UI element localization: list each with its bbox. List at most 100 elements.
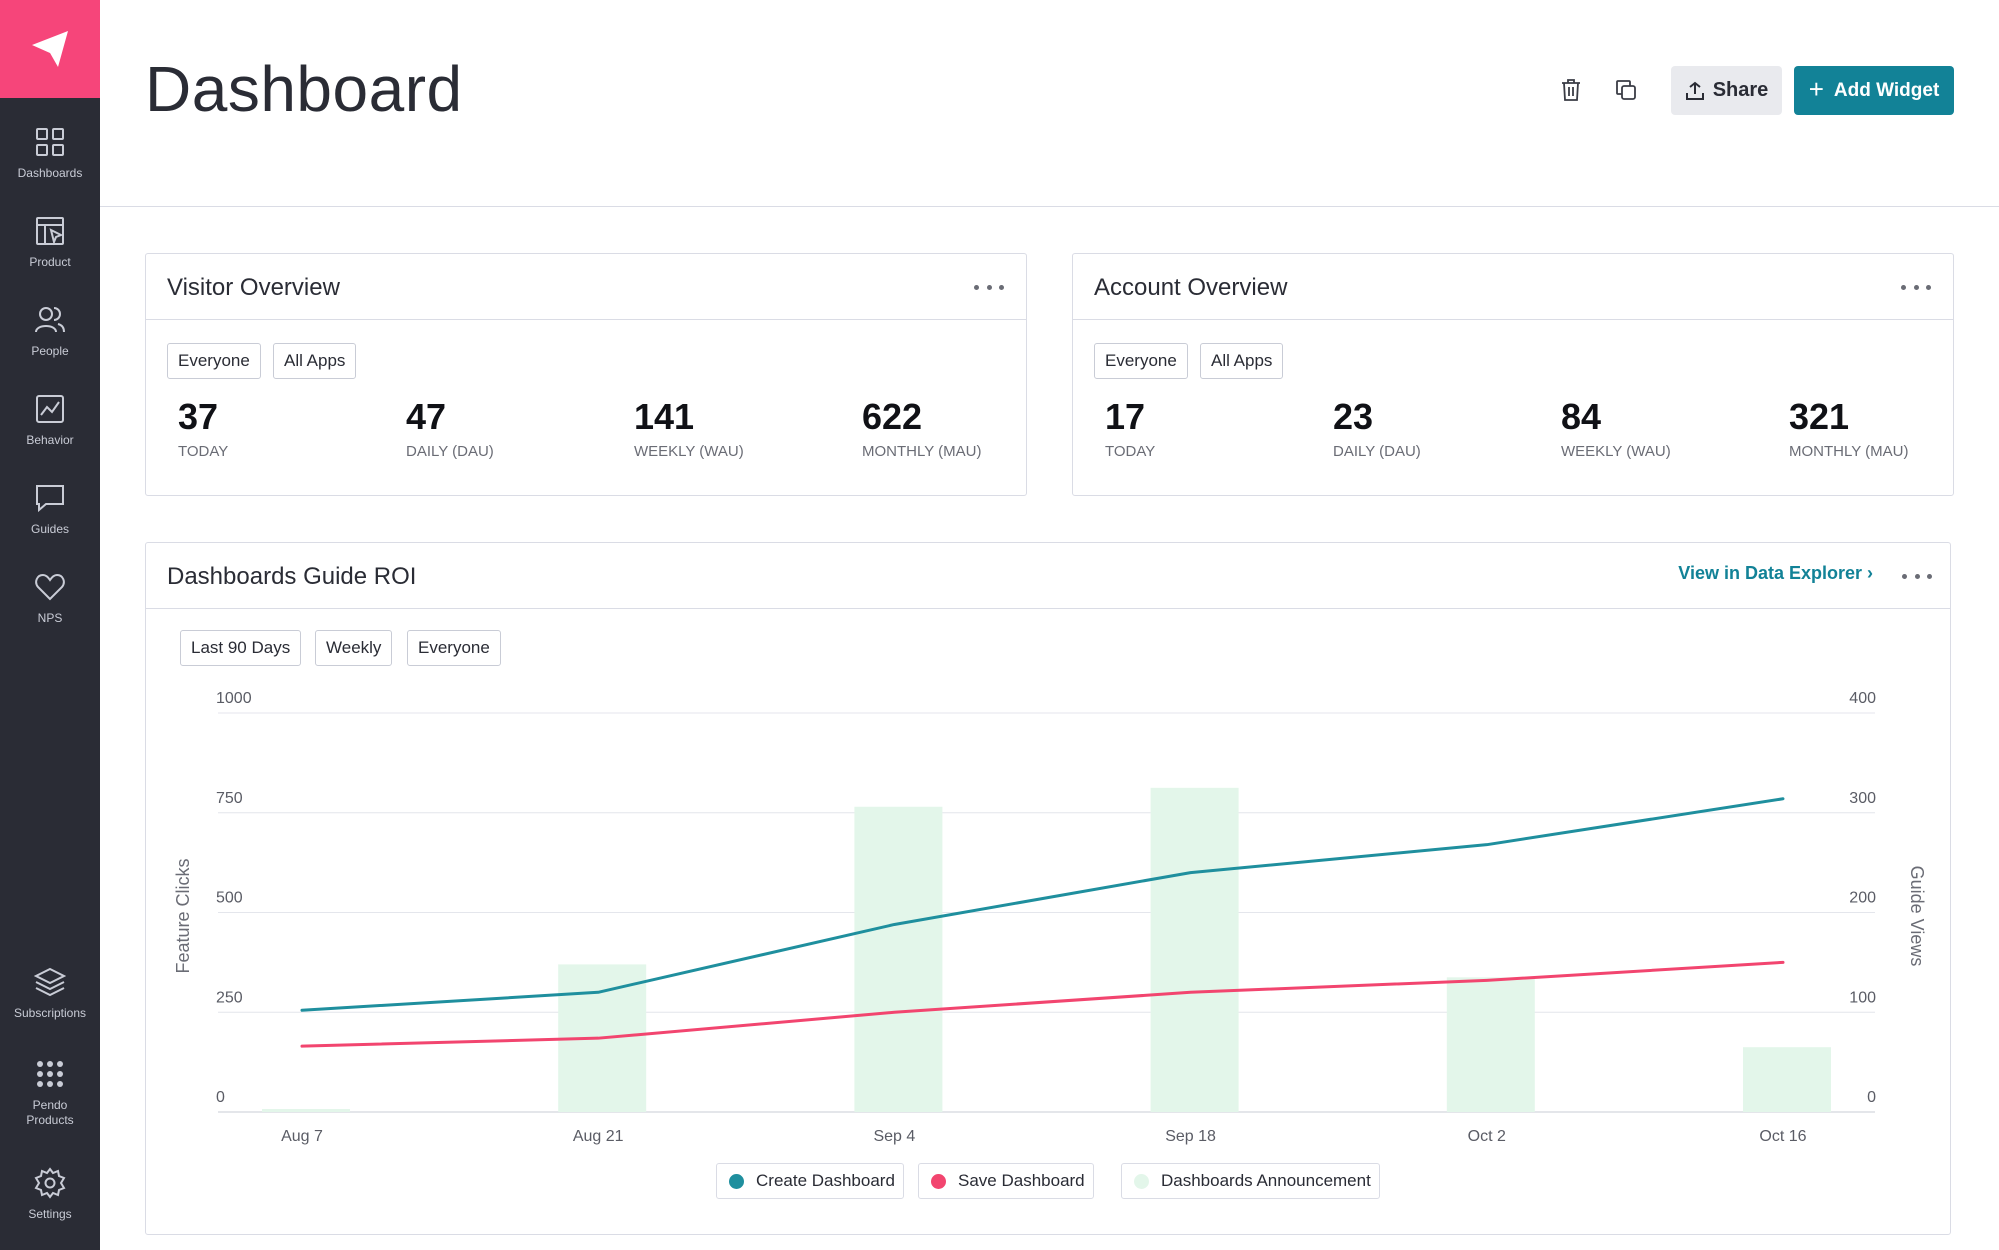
y2-tick-label: 200 xyxy=(1849,890,1876,907)
more-options-button[interactable] xyxy=(974,276,1004,298)
app-filter[interactable]: All Apps xyxy=(1200,343,1284,379)
y-tick-label: 750 xyxy=(216,790,243,807)
sidebar-item-label: Behavior xyxy=(26,432,74,447)
interval-filter[interactable]: Weekly xyxy=(315,630,393,666)
metric-value: 84 xyxy=(1561,396,1602,437)
delete-button[interactable] xyxy=(1549,68,1593,112)
people-icon xyxy=(32,302,68,338)
duplicate-button[interactable] xyxy=(1604,68,1648,112)
metric-wau: 84 WEEKLY (WAU) xyxy=(1561,396,1671,461)
x-tick-label: Oct 16 xyxy=(1759,1128,1806,1145)
share-label: Share xyxy=(1712,79,1769,101)
sidebar-item-label: NPS xyxy=(37,610,63,625)
sidebar-item-subscriptions[interactable]: Subscriptions xyxy=(0,952,100,1032)
logo-icon xyxy=(32,31,68,67)
metric-value: 17 xyxy=(1105,396,1146,437)
legend-swatch xyxy=(931,1173,946,1189)
dot-icon xyxy=(1927,573,1932,579)
metric-dau: 47 DAILY (DAU) xyxy=(406,396,494,461)
x-tick-label: Sep 18 xyxy=(1165,1128,1216,1145)
pendo-logo[interactable] xyxy=(0,0,100,98)
message-icon xyxy=(32,480,68,516)
page-header: Dashboard Share + Add Widget xyxy=(100,0,1999,207)
metric-label: MONTHLY (MAU) xyxy=(1789,443,1909,460)
copy-icon xyxy=(1616,80,1636,100)
y2-tick-label: 400 xyxy=(1849,690,1876,707)
metric-mau: 622 MONTHLY (MAU) xyxy=(862,396,982,461)
metric-label: WEEKLY (WAU) xyxy=(1561,443,1671,460)
dot-icon xyxy=(999,284,1004,290)
metric-value: 37 xyxy=(178,396,219,437)
legend-create-dashboard[interactable]: Create Dashboard xyxy=(716,1163,904,1199)
visitor-overview-card: Visitor Overview Everyone All Apps 37 TO… xyxy=(145,253,1027,496)
chart-gridlines xyxy=(218,712,1875,1113)
legend-swatch xyxy=(1134,1173,1149,1189)
y2-tick-label: 300 xyxy=(1849,790,1876,807)
sidebar-item-label: Guides xyxy=(30,521,70,536)
sidebar: Dashboards Product People xyxy=(0,0,100,1250)
sidebar-item-product[interactable]: Product xyxy=(0,201,100,281)
dot-icon xyxy=(986,284,992,290)
sidebar-item-behavior[interactable]: Behavior xyxy=(0,379,100,459)
sidebar-item-label: Dashboards xyxy=(17,165,83,180)
metric-value: 622 xyxy=(862,396,923,437)
sidebar-item-pendo-products[interactable]: Pendo Products xyxy=(0,1048,100,1136)
upload-icon xyxy=(1685,81,1704,100)
share-button[interactable]: Share xyxy=(1671,66,1782,115)
dot-icon xyxy=(1901,284,1906,290)
y-axis-title: Feature Clicks xyxy=(173,858,193,973)
metric-value: 321 xyxy=(1789,396,1850,437)
sidebar-item-nps[interactable]: NPS xyxy=(0,557,100,637)
bar-dashboards-announcement xyxy=(854,806,943,1112)
legend-label: Save Dashboard xyxy=(958,1171,1085,1190)
y-tick-label: 250 xyxy=(216,989,243,1006)
add-widget-button[interactable]: + Add Widget xyxy=(1794,66,1954,115)
bar-dashboards-announcement xyxy=(1743,1047,1831,1112)
sidebar-item-settings[interactable]: Settings xyxy=(0,1153,100,1233)
sidebar-item-label: People xyxy=(31,343,69,358)
add-widget-label: Add Widget xyxy=(1833,79,1940,101)
legend-label: Create Dashboard xyxy=(756,1171,895,1190)
segment-filter[interactable]: Everyone xyxy=(1094,343,1188,379)
x-tick-label: Sep 4 xyxy=(873,1128,915,1145)
view-in-data-explorer-link[interactable]: View in Data Explorer › xyxy=(1678,563,1873,583)
metric-value: 23 xyxy=(1333,396,1374,437)
y2-axis-title: Guide Views xyxy=(1907,866,1927,967)
sidebar-item-label: Product xyxy=(29,254,71,269)
app-filter[interactable]: All Apps xyxy=(273,343,357,379)
card-title: Account Overview xyxy=(1094,274,1288,301)
metric-label: MONTHLY (MAU) xyxy=(862,443,982,460)
metric-value: 47 xyxy=(406,396,447,437)
segment-filter[interactable]: Everyone xyxy=(167,343,261,379)
sidebar-item-label: Settings xyxy=(28,1206,72,1221)
plus-icon: + xyxy=(1808,73,1824,104)
gear-icon xyxy=(32,1165,68,1201)
segment-filter[interactable]: Everyone xyxy=(407,630,501,666)
legend-save-dashboard[interactable]: Save Dashboard xyxy=(918,1163,1094,1199)
legend-dashboards-announcement[interactable]: Dashboards Announcement xyxy=(1121,1163,1380,1199)
date-range-filter[interactable]: Last 90 Days xyxy=(180,630,302,666)
dots-grid-icon xyxy=(32,1056,68,1092)
metric-label: DAILY (DAU) xyxy=(406,443,494,460)
metric-today: 37 TODAY xyxy=(178,396,229,461)
chart-labels: 0 250 500 750 1000 0 100 200 300 400 Aug 7 Aug 21 Se… xyxy=(173,690,1927,1145)
sidebar-item-dashboards[interactable]: Dashboards xyxy=(0,112,100,192)
chart-icon xyxy=(32,391,68,427)
metric-label: TODAY xyxy=(178,443,229,460)
heart-icon xyxy=(32,569,68,605)
page-title: Dashboard xyxy=(145,53,463,125)
trash-icon xyxy=(1562,79,1580,101)
chart-bars xyxy=(262,787,1831,1112)
sidebar-item-guides[interactable]: Guides xyxy=(0,468,100,548)
metric-dau: 23 DAILY (DAU) xyxy=(1333,396,1421,461)
guide-roi-card: Dashboards Guide ROI View in Data Explor… xyxy=(145,542,1951,1235)
card-header: Dashboards Guide ROI View in Data Explor… xyxy=(146,543,1950,609)
dot-icon xyxy=(1913,284,1919,290)
account-overview-card: Account Overview Everyone All Apps 17 TO… xyxy=(1072,253,1954,496)
sidebar-item-people[interactable]: People xyxy=(0,290,100,370)
more-options-button[interactable] xyxy=(1901,276,1931,298)
more-options-button[interactable] xyxy=(1902,565,1932,587)
x-tick-label: Oct 2 xyxy=(1468,1128,1506,1145)
card-title: Dashboards Guide ROI xyxy=(167,563,417,590)
dot-icon xyxy=(1926,284,1931,290)
